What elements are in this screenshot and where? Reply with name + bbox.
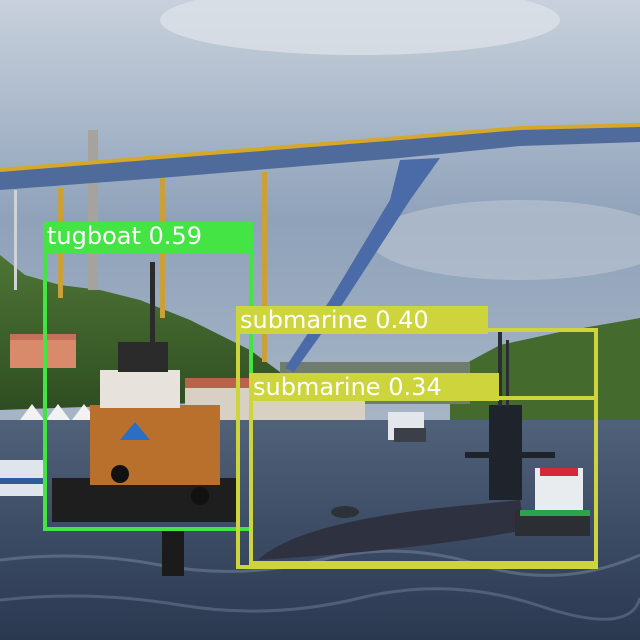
detection-box-tugboat (43, 249, 253, 531)
wave (0, 549, 640, 577)
detection-box-submarine (249, 396, 598, 565)
chimney (88, 130, 98, 290)
cloud (160, 0, 560, 55)
detection-score: 0.40 (375, 306, 429, 334)
detection-class-name: tugboat (47, 222, 141, 250)
left-hillside (0, 255, 280, 410)
bridge-rail (0, 123, 640, 172)
pilot-boat (515, 468, 590, 536)
bridge-pylon (262, 172, 267, 362)
bridge-deck (0, 125, 640, 190)
cloud (370, 200, 640, 280)
tugboat (52, 262, 238, 522)
tent (20, 404, 44, 420)
detection-label-tugboat: tugboat 0.59 (43, 222, 253, 250)
detection-class-name: submarine (240, 306, 368, 334)
detection-score: 0.59 (148, 222, 202, 250)
detection-label-submarine: submarine 0.34 (249, 373, 499, 401)
detection-label-submarine: submarine 0.40 (236, 306, 488, 334)
distant-ship-hull (394, 428, 426, 442)
detection-class-name: submarine (253, 373, 381, 401)
tent (46, 404, 70, 420)
mooring-post (162, 528, 184, 576)
submarine (258, 330, 555, 560)
detection-score: 0.34 (388, 373, 442, 401)
ferry-stripe (0, 478, 44, 484)
right-hillside (450, 318, 640, 432)
wave (0, 587, 640, 621)
buoy (331, 506, 359, 518)
streetlight-pole (14, 190, 17, 290)
